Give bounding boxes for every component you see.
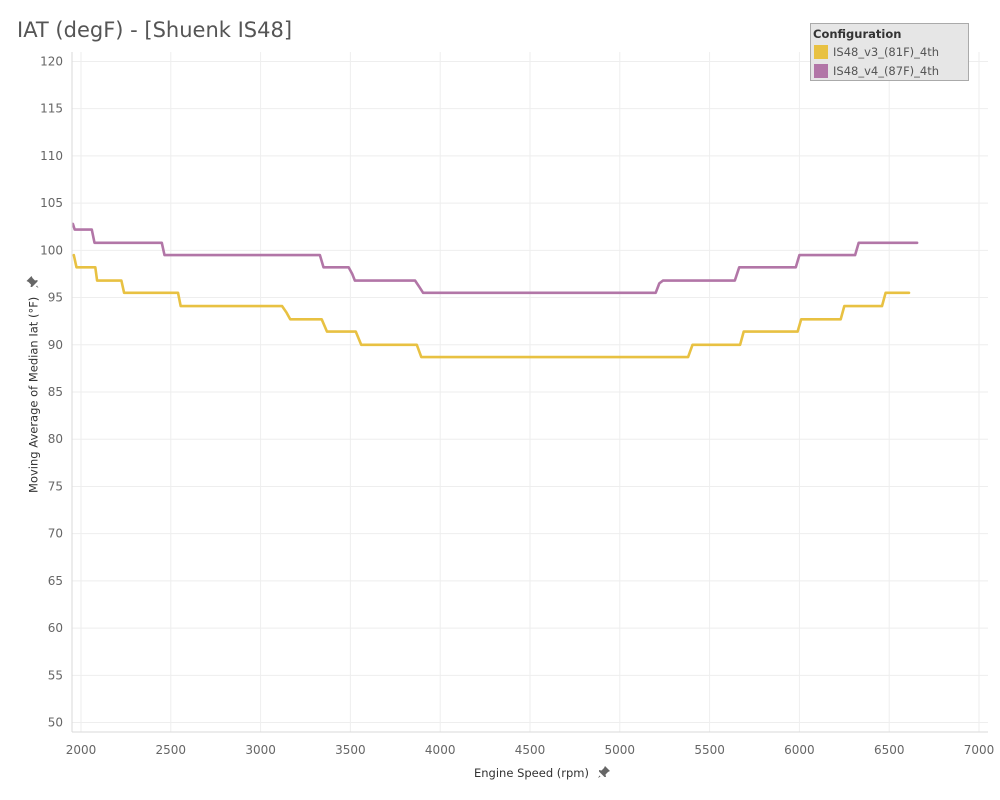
x-axis-label: Engine Speed (rpm) [474,766,589,780]
gridlines [72,52,988,732]
pin-icon[interactable] [26,275,40,289]
y-tick-label: 70 [48,527,63,541]
x-tick-label: 4000 [425,743,456,757]
y-tick-label: 115 [40,102,63,116]
legend-item-v4[interactable]: IS48_v4_(87F)_4th [814,63,939,79]
y-tick-label: 75 [48,479,63,493]
y-tick-label: 95 [48,291,63,305]
y-tick-label: 55 [48,668,63,682]
pin-icon[interactable] [597,765,611,779]
legend-swatch-v3 [814,45,828,59]
x-tick-label: 7000 [964,743,995,757]
x-tick-label: 2000 [66,743,97,757]
x-axis-ticks: 2000 2500 3000 3500 4000 4500 5000 5500 6000 6500… [66,743,995,757]
x-axis-title: Engine Speed (rpm) [474,765,611,780]
y-tick-label: 85 [48,385,63,399]
y-tick-label: 120 [40,54,63,68]
x-tick-label: 3000 [245,743,276,757]
legend-label-v3: IS48_v3_(81F)_4th [833,45,940,59]
x-tick-label: 3500 [335,743,366,757]
legend-swatch-v4 [814,64,828,78]
y-tick-label: 60 [48,621,63,635]
y-tick-label: 65 [48,574,63,588]
y-tick-label: 105 [40,196,63,210]
legend: Configuration IS48_v3_(81F)_4th IS48_v4_… [810,23,969,81]
y-tick-label: 110 [40,149,63,163]
x-tick-label: 5500 [694,743,725,757]
legend-label-v4: IS48_v4_(87F)_4th [833,64,940,78]
x-tick-label: 6000 [784,743,815,757]
x-tick-label: 4500 [515,743,546,757]
y-axis-title: Moving Average of Median Iat (°F) [26,275,41,493]
y-tick-label: 100 [40,243,63,257]
legend-title: Configuration [813,27,902,41]
x-tick-label: 5000 [605,743,636,757]
series-line-v3 [72,253,911,359]
y-axis-label: Moving Average of Median Iat (°F) [26,296,41,493]
y-axis-ticks: 50 55 60 65 70 75 80 85 90 95 100 105 110 115 120 [40,54,63,729]
series-line-v4 [71,222,919,295]
x-tick-label: 6500 [874,743,905,757]
y-tick-label: 80 [48,432,63,446]
chart-title: IAT (degF) - [Shuenk IS48] [17,18,293,42]
axis-lines [71,52,988,733]
y-tick-label: 50 [48,716,63,730]
legend-item-v3[interactable]: IS48_v3_(81F)_4th [814,44,939,60]
y-tick-label: 90 [48,338,63,352]
series-lines [71,222,919,359]
x-tick-label: 2500 [156,743,187,757]
